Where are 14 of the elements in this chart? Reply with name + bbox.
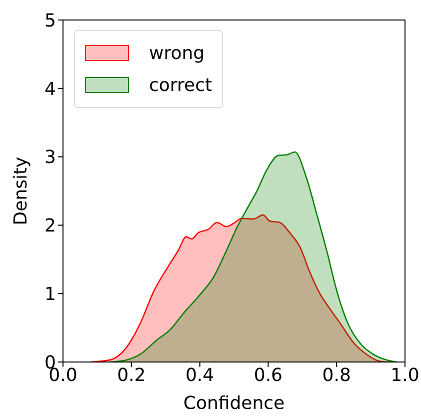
y-tick-label: 1 bbox=[44, 284, 56, 305]
x-tick-label: 0.8 bbox=[322, 364, 351, 386]
x-tick-label: 0.6 bbox=[254, 364, 283, 386]
legend-label: correct bbox=[149, 74, 212, 96]
y-tick-label: 3 bbox=[44, 147, 56, 168]
y-tick-label: 4 bbox=[44, 78, 56, 100]
y-axis-title: Density bbox=[10, 156, 32, 226]
y-tick-label: 2 bbox=[44, 216, 56, 237]
x-tick-label: 0.2 bbox=[117, 364, 146, 386]
x-tick-label: 0.4 bbox=[185, 364, 214, 386]
x-tick-label: 1.0 bbox=[390, 364, 420, 386]
x-axis-title: Confidence bbox=[183, 393, 285, 414]
legend-label: wrong bbox=[149, 42, 205, 64]
y-tick-label: 5 bbox=[44, 10, 56, 32]
